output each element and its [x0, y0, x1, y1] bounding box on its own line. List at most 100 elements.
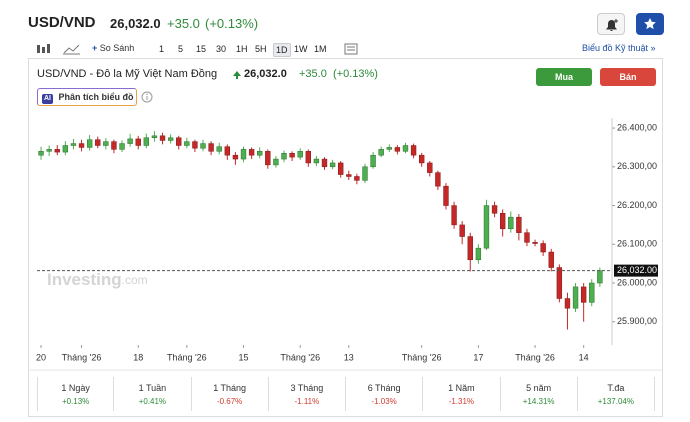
performance-cell[interactable]: 3 Tháng -1.11%	[269, 377, 346, 411]
performance-cell[interactable]: 5 năm +14.31%	[501, 377, 578, 411]
interval-button[interactable]: 1W	[294, 44, 308, 54]
compare-button[interactable]: + So Sánh	[92, 43, 135, 53]
candle-body	[556, 267, 563, 299]
interval-button[interactable]: 1D	[273, 43, 291, 57]
last-price-box	[614, 264, 658, 277]
change-pct: (+0.13%)	[205, 16, 259, 31]
period-label: 1 Ngày	[61, 383, 90, 393]
watchlist-button[interactable]	[636, 13, 664, 35]
x-tick-label: 14	[579, 352, 589, 362]
candle-body	[184, 141, 190, 146]
interval-button[interactable]: 5	[178, 44, 184, 54]
candle-body	[135, 138, 141, 146]
candle-body	[151, 135, 158, 139]
candle-body	[70, 143, 77, 146]
x-tick-label: Tháng '26	[402, 352, 442, 362]
period-change: +0.41%	[138, 397, 167, 406]
candle-body	[386, 147, 392, 150]
candle-body	[208, 143, 214, 152]
period-label: 1 Tuần	[138, 383, 167, 393]
info-icon[interactable]	[141, 91, 153, 103]
y-tick-label: 26.400,00	[617, 122, 657, 132]
x-tick-label: Tháng '26	[62, 352, 102, 362]
candle-body	[491, 205, 498, 214]
change: +35.0	[167, 16, 200, 31]
instrument-name: USD/VND - Đô la Mỹ Việt Nam Đồng	[37, 68, 218, 80]
info-price: 26,032.0	[244, 68, 287, 80]
candle-body	[143, 137, 150, 146]
period-change: +14.31%	[522, 397, 555, 406]
analysis-button[interactable]: AI Phân tích biểu đồ	[37, 88, 137, 106]
candle-body	[427, 162, 433, 173]
y-tick-label: 26.100,00	[617, 239, 657, 249]
candle-body	[159, 135, 166, 141]
period-change: +0.13%	[61, 397, 90, 406]
candle-body	[305, 151, 311, 164]
interval-button[interactable]: 1H	[236, 44, 248, 54]
interval-button[interactable]: 15	[196, 44, 207, 54]
candle-body	[321, 158, 328, 168]
candle-body	[410, 145, 417, 156]
period-label: 1 Năm	[448, 383, 475, 393]
indicator-icon[interactable]	[344, 43, 358, 55]
candle-body	[216, 146, 222, 152]
technical-label: Biểu đồ Kỹ thuật	[582, 43, 649, 53]
candle-body	[354, 176, 360, 181]
candle-body	[78, 143, 85, 148]
x-tick-label: 20	[36, 352, 46, 362]
candle-body	[459, 224, 465, 237]
period-label: 3 Tháng	[290, 383, 324, 393]
candle-body	[273, 158, 279, 166]
candle-body	[329, 162, 336, 168]
candle-body	[119, 143, 125, 150]
bell-icon	[606, 19, 618, 31]
candle-body	[224, 146, 230, 156]
x-tick-label: Tháng '26	[280, 352, 320, 362]
candle-body	[402, 145, 409, 152]
performance-cell[interactable]: 1 Ngày +0.13%	[37, 377, 115, 411]
candle-body	[240, 149, 247, 160]
candle-body	[572, 286, 579, 309]
period-change: -1.03%	[371, 397, 397, 406]
x-tick-label: 18	[133, 352, 143, 362]
candle-body	[338, 162, 344, 175]
x-tick-label: Tháng '26	[167, 352, 207, 362]
candle-body	[281, 153, 287, 160]
candle-body	[499, 213, 506, 230]
period-label: 5 năm	[526, 383, 552, 393]
period-label: 6 Tháng	[367, 383, 401, 393]
period-change: -0.67%	[216, 397, 243, 406]
symbol: USD/VND	[28, 14, 96, 31]
candle-body	[289, 153, 295, 158]
period-change: -1.11%	[294, 397, 320, 406]
performance-cell[interactable]: 6 Tháng -1.03%	[346, 377, 424, 411]
performance-cell[interactable]: T.đa +137.04%	[578, 377, 655, 411]
interval-button[interactable]: 1M	[314, 44, 327, 54]
sell-button[interactable]: Bán	[600, 68, 656, 86]
interval-button[interactable]: 30	[216, 44, 227, 54]
candle-body	[362, 166, 368, 181]
technical-link[interactable]: Biểu đồ Kỹ thuật »	[582, 43, 656, 53]
last-price-label: 26,032.00	[617, 265, 657, 275]
candle-body	[467, 236, 473, 261]
candle-body	[597, 270, 603, 284]
y-tick-label: 25.900,00	[617, 316, 657, 326]
candle-body	[378, 149, 384, 156]
alert-button[interactable]	[597, 13, 625, 35]
performance-cell[interactable]: 1 Tuần +0.41%	[114, 377, 192, 411]
interval-button[interactable]: 5H	[255, 44, 267, 54]
candle-body	[580, 286, 587, 303]
candle-body	[111, 141, 117, 150]
performance-cell[interactable]: 1 Tháng -0.67%	[192, 377, 269, 411]
buy-button[interactable]: Mua	[536, 68, 592, 86]
candle-body	[435, 172, 441, 187]
x-tick-label: Tháng '26	[515, 352, 555, 362]
performance-cell[interactable]: 1 Năm -1.31%	[423, 377, 501, 411]
candle-body	[62, 145, 69, 153]
candle-body	[589, 282, 595, 303]
candle-body	[167, 137, 174, 141]
candle-body	[451, 205, 457, 226]
interval-button[interactable]: 1	[159, 44, 165, 54]
